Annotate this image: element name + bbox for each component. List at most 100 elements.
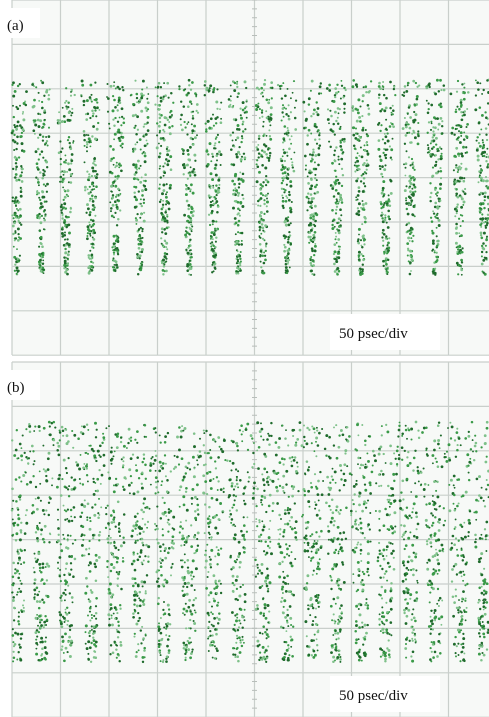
trace-dot (91, 183, 94, 186)
trace-dot (93, 106, 96, 109)
trace-dot (141, 153, 143, 155)
trace-dot (261, 149, 263, 151)
trace-dot (287, 236, 289, 238)
trace-dot (358, 251, 361, 254)
trace-dot (166, 580, 168, 582)
trace-dot (239, 566, 241, 568)
trace-dot (255, 518, 257, 520)
trace-dot (165, 270, 168, 273)
trace-dot (263, 121, 265, 123)
trace-dot (47, 144, 49, 146)
trace-dot (355, 132, 357, 134)
trace-dot (217, 456, 220, 459)
trace-dot (208, 537, 210, 539)
trace-dot (259, 229, 261, 231)
trace-dot (161, 638, 163, 640)
trace-dot (146, 98, 148, 100)
trace-dot (213, 233, 216, 236)
trace-dot (159, 168, 161, 170)
trace-dot (196, 498, 198, 500)
trace-dot (416, 98, 419, 101)
trace-dot (62, 186, 64, 188)
trace-dot (59, 575, 61, 577)
trace-dot (43, 109, 46, 112)
trace-dot (217, 179, 220, 182)
trace-dot (439, 183, 442, 186)
trace-dot (12, 196, 14, 198)
trace-dot (168, 226, 170, 228)
trace-dot (42, 566, 45, 569)
trace-dot (305, 535, 308, 538)
trace-dot (282, 177, 285, 180)
trace-dot (266, 552, 269, 555)
trace-dot (219, 446, 221, 448)
trace-dot (122, 464, 124, 466)
trace-dot (290, 640, 292, 642)
trace-dot (213, 599, 216, 602)
trace-dot (155, 455, 157, 457)
trace-dot (156, 538, 158, 540)
trace-dot (282, 627, 284, 629)
trace-dot (380, 173, 383, 176)
trace-dot (458, 264, 461, 267)
trace-dot (60, 205, 63, 208)
trace-dot (48, 94, 50, 96)
trace-dot (269, 541, 271, 543)
trace-dot (162, 137, 165, 140)
trace-dot (310, 90, 312, 92)
trace-dot (261, 270, 264, 273)
trace-dot (78, 468, 81, 471)
trace-dot (265, 583, 267, 585)
trace-dot (313, 254, 315, 256)
trace-dot (479, 106, 482, 109)
trace-dot (182, 612, 184, 614)
trace-dot (356, 165, 359, 168)
trace-dot (35, 653, 38, 656)
trace-dot (162, 98, 165, 101)
trace-dot (361, 246, 363, 248)
trace-dot (265, 617, 268, 620)
trace-dot (145, 478, 147, 480)
trace-dot (463, 138, 466, 141)
trace-dot (187, 121, 189, 123)
trace-dot (236, 96, 238, 98)
trace-dot (357, 210, 360, 213)
trace-dot (65, 105, 67, 107)
trace-dot (261, 116, 263, 118)
trace-dot (316, 427, 318, 429)
trace-dot (259, 188, 262, 191)
trace-dot (57, 519, 59, 521)
trace-dot (389, 125, 392, 128)
trace-dot (41, 215, 43, 217)
trace-dot (94, 503, 96, 505)
trace-dot (486, 148, 488, 150)
trace-dot (480, 172, 482, 174)
trace-dot (255, 146, 257, 148)
trace-dot (141, 205, 143, 207)
trace-dot (264, 224, 267, 227)
trace-dot (367, 113, 370, 116)
trace-dot (162, 269, 165, 272)
trace-dot (13, 116, 15, 118)
trace-dot (341, 201, 344, 204)
trace-dot (170, 567, 172, 569)
trace-dot (59, 613, 62, 616)
trace-dot (286, 197, 288, 199)
trace-dot (357, 242, 360, 245)
trace-dot (285, 175, 287, 177)
trace-dot (283, 606, 285, 608)
trace-dot (180, 118, 182, 120)
trace-dot (456, 212, 458, 214)
trace-dot (172, 102, 174, 104)
trace-dot (93, 185, 95, 187)
trace-dot (240, 141, 242, 143)
trace-dot (313, 650, 316, 653)
trace-dot (319, 471, 321, 473)
trace-dot (361, 156, 364, 159)
trace-dot (482, 242, 485, 245)
trace-dot (414, 136, 417, 139)
trace-dot (314, 177, 316, 179)
trace-dot (481, 153, 483, 155)
trace-dot (315, 437, 318, 440)
trace-dot (117, 86, 120, 89)
